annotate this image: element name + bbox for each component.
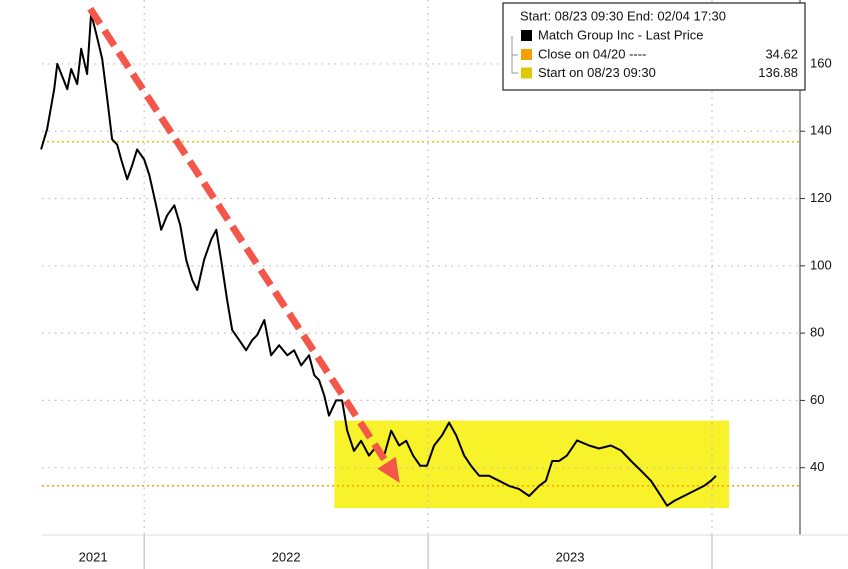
legend-label: Match Group Inc - Last Price [538,27,703,42]
legend-swatch [521,49,532,60]
y-tick-label: 80 [810,325,824,340]
legend-tree [511,36,518,74]
arrow-head [377,456,400,483]
y-tick-label: 120 [810,190,832,205]
x-tick-label: 2022 [272,549,301,564]
legend-swatch [521,30,532,41]
price-line [40,12,717,507]
y-tick-label: 160 [810,55,832,70]
legend-value: 34.62 [765,46,798,61]
legend-header: Start: 08/23 09:30 End: 02/04 17:30 [520,8,726,23]
legend-value: 136.88 [758,65,798,80]
legend-label: Start on 08/23 09:30 [538,65,656,80]
legend-swatch [521,67,532,79]
y-tick-label: 60 [810,392,824,407]
x-tick-label: 2021 [79,549,108,564]
y-tick-label: 40 [810,459,824,474]
trend-arrow [87,6,390,465]
y-tick-label: 140 [810,123,832,138]
legend-label: Close on 04/20 ---- [538,46,646,61]
legend-box [502,2,806,91]
y-tick-label: 100 [810,257,832,272]
x-tick-label: 2023 [556,549,585,564]
